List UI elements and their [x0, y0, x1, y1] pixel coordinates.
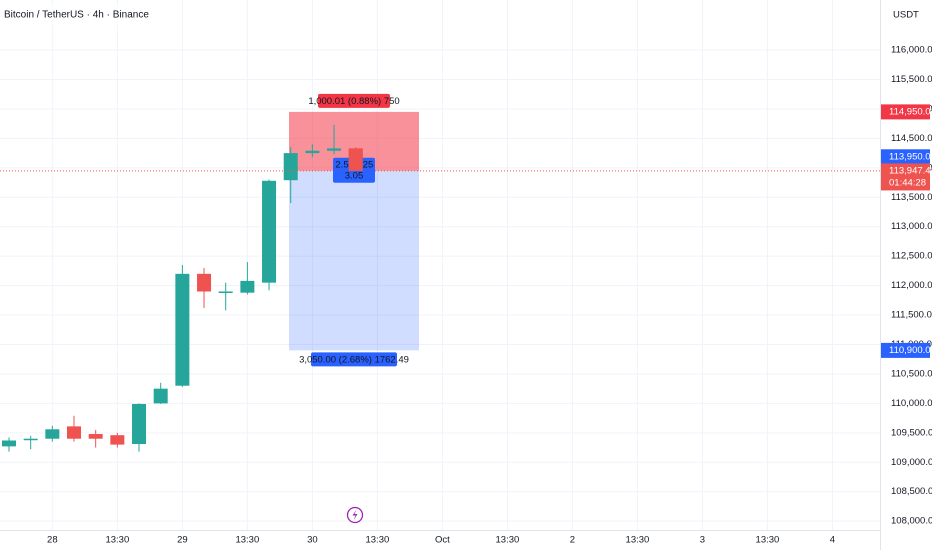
- price-badge-label: 110,900.00: [889, 345, 932, 356]
- x-tick-label: 13:30: [626, 535, 650, 546]
- price-badge-label: 113,950.00: [889, 151, 932, 162]
- x-tick-label: Oct: [435, 535, 450, 546]
- title-bg: [0, 5, 140, 25]
- position-label: 1,000.01 (0.88%) 750: [308, 96, 399, 107]
- candle-body: [88, 434, 103, 439]
- x-tick-label: 13:30: [756, 535, 780, 546]
- x-tick-label: 28: [47, 535, 58, 546]
- x-tick-label: 29: [177, 535, 188, 546]
- position-label: 3,050.00 (2.68%) 1762.49: [299, 354, 409, 365]
- plot: 1,000.01 (0.88%) 750 3,050.00 (2.68%) 176…: [0, 93, 880, 452]
- candle-body: [240, 280, 255, 293]
- y-tick-label: 109,500.00: [891, 427, 932, 438]
- axes: 108,000.00 108,500.00 109,000.00 109,500.00…: [47, 45, 932, 546]
- candle-body: [45, 429, 60, 439]
- x-tick-label: 13:30: [235, 535, 259, 546]
- y-tick-label: 114,500.00: [891, 133, 932, 144]
- x-tick-label: 13:30: [496, 535, 520, 546]
- y-tick-label: 110,500.00: [891, 368, 932, 379]
- y-tick-label: 112,500.00: [891, 251, 932, 262]
- candle-body: [218, 291, 233, 293]
- y-tick-label: 113,500.00: [891, 192, 932, 203]
- price-badge: [881, 104, 930, 120]
- candle-body: [283, 153, 298, 181]
- y-tick-label: 108,000.00: [891, 516, 932, 527]
- chart-title: Bitcoin / TetherUS · 4h · Binance: [4, 10, 149, 21]
- candle-body: [197, 273, 212, 292]
- currency-label: USDT: [893, 10, 919, 21]
- x-tick-label: 4: [830, 535, 835, 546]
- candle-body: [132, 403, 147, 445]
- events-icon: [346, 506, 364, 524]
- x-tick-label: 13:30: [365, 535, 389, 546]
- candle-body: [262, 180, 277, 283]
- y-tick-label: 109,000.00: [891, 457, 932, 468]
- candle-body: [23, 438, 38, 441]
- y-tick-label: 108,500.00: [891, 486, 932, 497]
- ratio-label: 2.5: [335, 159, 348, 170]
- candle-body: [175, 273, 190, 386]
- price-badge-label: 114,950.01: [889, 106, 932, 117]
- candle-body: [327, 148, 342, 151]
- price-badge: [881, 163, 930, 191]
- price-badge: [881, 149, 930, 165]
- candle-body: [153, 388, 168, 404]
- ratio-label: 25: [363, 159, 374, 170]
- candle-body: [110, 435, 125, 445]
- countdown-label: 01:44:28: [889, 177, 926, 188]
- ratio-label: 3.05: [345, 170, 364, 181]
- y-tick-label: 116,000.00: [891, 45, 932, 56]
- y-tick-label: 112,000.00: [891, 280, 932, 291]
- position-label-bg: [318, 93, 390, 108]
- x-tick-label: 3: [700, 535, 705, 546]
- target-zone: [289, 170, 419, 351]
- x-tick-label: 13:30: [105, 535, 129, 546]
- price-badge-label: 113,947.41: [889, 165, 932, 176]
- y-tick-label: 115,500.00: [891, 74, 932, 85]
- candle-body: [348, 148, 363, 171]
- candle-body: [305, 150, 320, 154]
- candle-body: [2, 440, 16, 447]
- x-tick-label: 2: [570, 535, 575, 546]
- position-label-bg: [311, 352, 397, 367]
- x-tick-label: 30: [307, 535, 318, 546]
- y-tick-label: 113,000.00: [891, 221, 932, 232]
- candle-body: [67, 426, 82, 439]
- y-tick-label: 111,500.00: [891, 310, 932, 321]
- price-badge: [881, 342, 930, 358]
- grid: [0, 0, 880, 530]
- y-tick-label: 110,000.00: [891, 398, 932, 409]
